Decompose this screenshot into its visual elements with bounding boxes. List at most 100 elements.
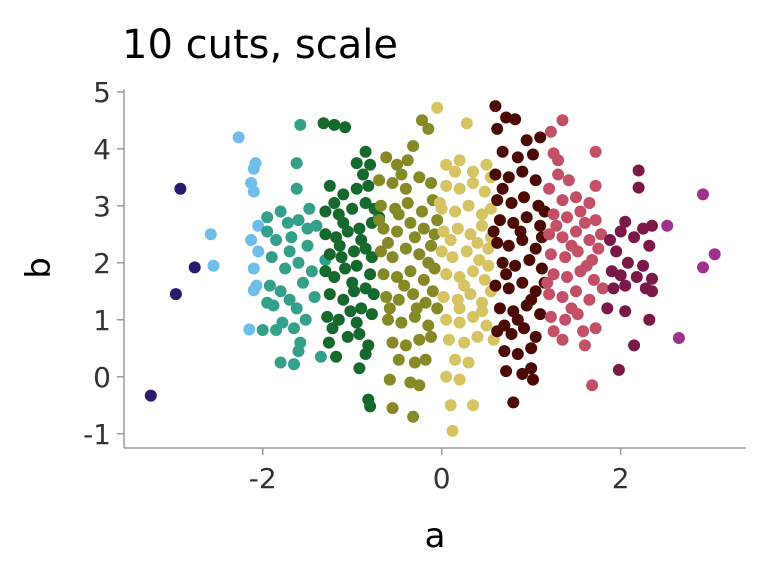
data-point xyxy=(543,228,556,241)
data-point xyxy=(386,177,399,189)
y-tick-label: 5 xyxy=(93,76,111,109)
data-point xyxy=(386,251,399,264)
data-point xyxy=(417,222,430,235)
data-point xyxy=(577,325,590,338)
data-point xyxy=(288,358,300,371)
data-point xyxy=(565,302,578,315)
y-tick-label: 1 xyxy=(93,304,111,337)
data-point xyxy=(290,302,303,315)
data-point xyxy=(621,256,634,269)
data-point xyxy=(319,228,332,241)
data-point xyxy=(476,219,488,232)
data-point xyxy=(399,242,412,255)
series-9 xyxy=(601,164,658,376)
data-point xyxy=(364,400,377,413)
data-point xyxy=(410,302,423,315)
data-point xyxy=(535,262,548,275)
data-point xyxy=(353,222,366,235)
data-point xyxy=(357,168,369,181)
data-point xyxy=(493,302,506,315)
data-point xyxy=(525,293,538,306)
series-4 xyxy=(317,117,386,413)
data-point xyxy=(364,158,377,171)
points-layer xyxy=(144,100,721,437)
data-point xyxy=(281,216,294,229)
data-point xyxy=(392,293,405,306)
data-point xyxy=(511,313,524,326)
data-point xyxy=(520,134,533,147)
data-point xyxy=(544,310,557,323)
data-point xyxy=(509,113,522,126)
data-point xyxy=(451,222,464,235)
data-point xyxy=(232,131,245,144)
data-point xyxy=(417,273,430,286)
data-point xyxy=(435,245,448,258)
data-point xyxy=(529,330,542,343)
data-point xyxy=(523,254,536,266)
data-point xyxy=(500,111,513,124)
data-point xyxy=(646,272,658,285)
data-point xyxy=(425,177,437,189)
data-point xyxy=(498,345,511,358)
data-point xyxy=(365,251,378,264)
data-point xyxy=(453,154,466,167)
series-2 xyxy=(204,131,265,336)
data-point xyxy=(534,131,547,144)
data-point xyxy=(274,356,287,369)
data-point xyxy=(416,205,428,218)
data-point xyxy=(422,256,435,269)
data-point xyxy=(252,219,265,232)
data-point xyxy=(207,259,220,272)
data-point xyxy=(516,276,529,289)
data-point xyxy=(305,265,318,278)
data-point xyxy=(467,265,479,278)
data-point xyxy=(323,248,336,261)
data-point xyxy=(373,174,386,187)
data-point xyxy=(422,319,435,332)
data-point xyxy=(489,279,502,292)
data-point xyxy=(525,362,538,375)
data-point xyxy=(290,182,303,195)
data-point xyxy=(323,179,336,192)
data-point xyxy=(294,118,307,131)
data-point xyxy=(547,208,560,221)
data-point xyxy=(529,174,542,187)
data-point xyxy=(339,262,352,275)
data-point xyxy=(632,164,645,177)
data-point xyxy=(544,125,557,138)
data-point xyxy=(308,291,321,303)
data-point xyxy=(261,296,274,309)
data-point xyxy=(496,256,509,269)
data-point xyxy=(377,268,390,281)
data-point xyxy=(578,216,591,229)
data-point xyxy=(489,168,502,181)
data-point xyxy=(270,234,283,246)
data-point xyxy=(453,373,466,386)
data-point xyxy=(426,285,439,298)
data-point xyxy=(350,316,363,329)
data-point xyxy=(614,269,627,282)
data-point xyxy=(541,276,554,289)
data-point xyxy=(425,239,437,252)
data-point xyxy=(437,225,450,238)
data-point xyxy=(489,100,502,113)
data-point xyxy=(407,410,420,423)
data-point xyxy=(612,363,625,376)
data-point xyxy=(614,225,627,238)
data-point xyxy=(449,205,462,218)
data-point xyxy=(174,182,187,195)
data-point xyxy=(348,245,360,258)
series-10 xyxy=(661,188,721,344)
data-point xyxy=(471,236,484,249)
data-point xyxy=(408,231,421,244)
data-point xyxy=(556,333,569,346)
data-point xyxy=(391,271,403,283)
data-point xyxy=(589,145,602,158)
data-point xyxy=(556,291,569,303)
data-point xyxy=(561,271,573,283)
data-point xyxy=(440,179,453,192)
data-point xyxy=(380,151,393,164)
data-point xyxy=(407,140,420,152)
data-point xyxy=(188,261,201,274)
data-point xyxy=(556,114,569,127)
